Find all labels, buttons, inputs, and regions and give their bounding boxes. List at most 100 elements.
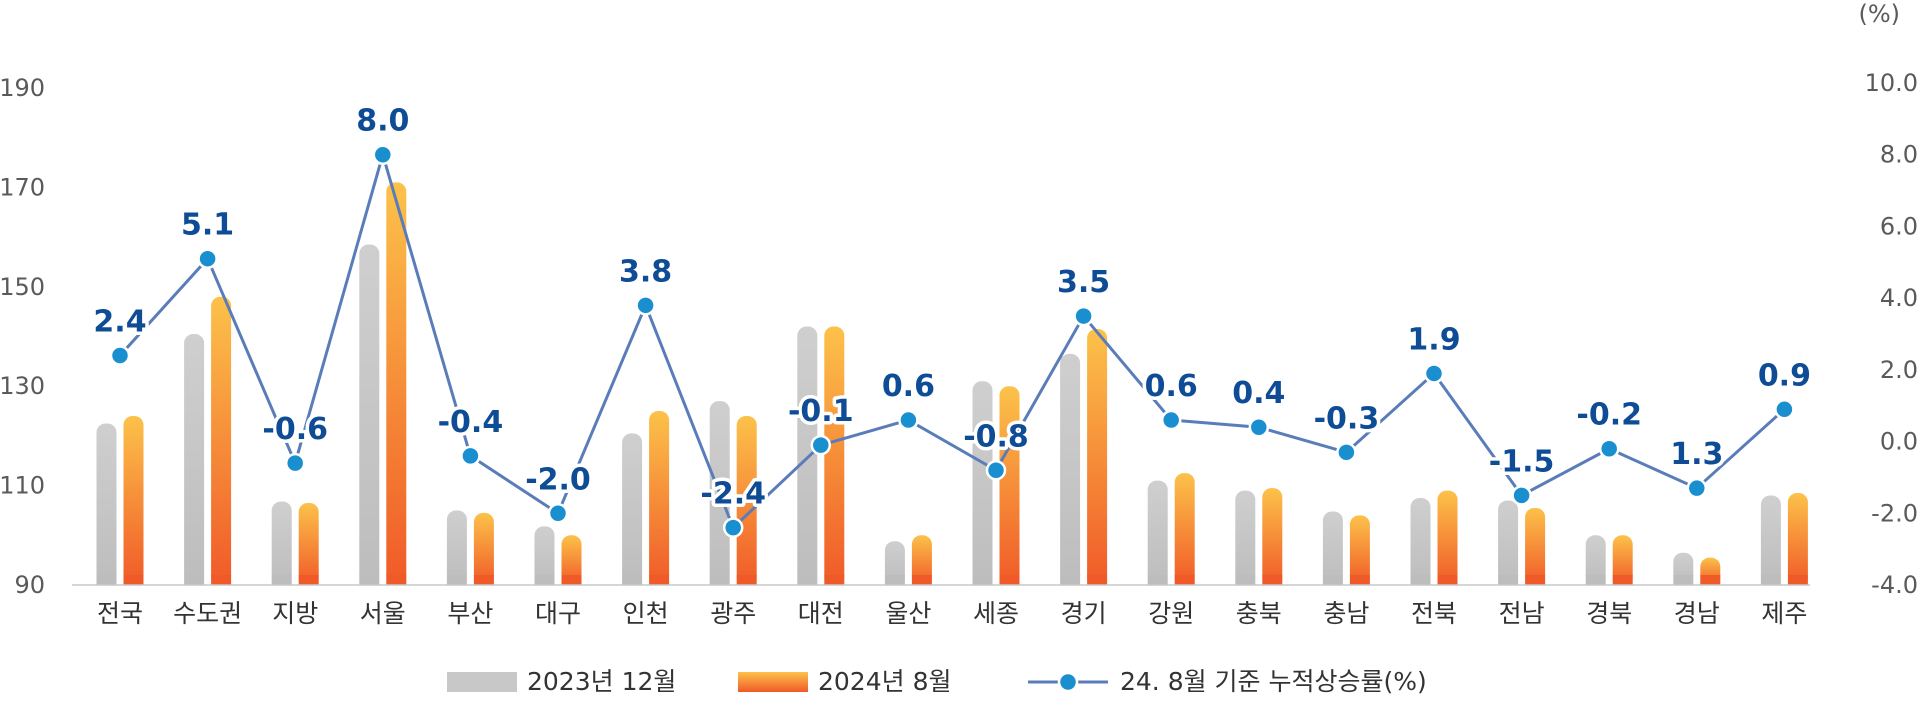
rate-data-label: -2.0 (525, 462, 591, 497)
bar-2024-0 (123, 416, 144, 585)
right-tick-label: 2.0 (1880, 356, 1918, 384)
rate-data-label: 1.3 (1670, 437, 1723, 472)
bar-2024-base-11 (1087, 575, 1108, 585)
bar-2023-base-17 (1585, 575, 1606, 585)
bar-2023-6 (622, 433, 643, 585)
rate-data-label: -0.4 (438, 405, 504, 440)
rate-marker (1248, 416, 1270, 438)
rate-data-label: 0.9 (1758, 358, 1811, 393)
bar-2023-base-3 (359, 575, 380, 585)
category-labels: 전국 수도권 지방 서울 부산 대구 인천 광주 대전 울산 세종 경기 강원 충북 충남 전북 전남 경북 경남 제… (97, 599, 1807, 628)
category-label: 부산 (447, 599, 493, 628)
category-label: 대구 (535, 599, 581, 628)
bar-2023-15 (1410, 498, 1431, 585)
rate-marker (460, 445, 481, 467)
bar-2024-7 (736, 416, 757, 585)
rate-data-label: 2.4 (93, 305, 146, 340)
bar-2024-4 (473, 512, 494, 585)
category-label: 전북 (1411, 599, 1457, 628)
legend-label-rate: 24. 8월 기준 누적상승률(%) (1120, 667, 1427, 696)
bar-2023-1 (184, 334, 205, 585)
bar-2024-16 (1525, 507, 1546, 585)
rate-data-label: 1.9 (1407, 322, 1460, 357)
category-label: 광주 (710, 599, 756, 628)
rate-marker (635, 295, 656, 316)
bar-2023-13 (1235, 490, 1256, 585)
bar-2023-base-14 (1322, 575, 1343, 585)
rate-marker (1686, 477, 1708, 499)
left-tick-label: 90 (14, 571, 45, 599)
bar-2023-8 (797, 326, 818, 585)
rate-marker (985, 460, 1007, 481)
bar-2023-base-8 (797, 575, 818, 585)
left-tick-label: 170 (0, 173, 45, 201)
bar-2023-base-0 (96, 575, 117, 585)
right-axis-unit: (%) (1858, 0, 1900, 28)
legend-swatch-gray (447, 672, 517, 692)
bar-2023-2 (271, 501, 292, 585)
bar-2024-base-9 (911, 575, 932, 585)
rate-marker (197, 248, 218, 269)
category-label: 제주 (1761, 599, 1807, 628)
bar-2023-base-16 (1498, 575, 1519, 585)
bar-2023-3 (359, 244, 380, 585)
bar-2024-13 (1262, 488, 1283, 585)
rate-marker (1774, 399, 1795, 420)
line-series: 2.4 5.1 -0.6 8.0 -0.4 -2.0 3.8 -2.4 -0.1 0.6 -0.8 3… (90, 100, 1814, 538)
rate-marker (898, 409, 919, 431)
rate-line (118, 153, 1786, 530)
bar-2024-14 (1349, 515, 1370, 585)
bar-2024-base-5 (561, 575, 582, 585)
right-tick-label: 8.0 (1880, 141, 1918, 169)
bar-2023-base-19 (1760, 575, 1781, 585)
rate-data-label: -0.1 (788, 394, 854, 429)
bar-2024-8 (824, 326, 845, 585)
category-label: 인천 (623, 599, 669, 628)
bar-2024-11 (1087, 329, 1108, 585)
bar-2024-9 (911, 535, 932, 585)
bar-2024-base-7 (736, 575, 757, 585)
rate-data-label: -1.5 (1489, 444, 1555, 479)
bar-2024-base-4 (473, 575, 494, 585)
rate-marker (547, 503, 569, 524)
category-label: 수도권 (173, 599, 242, 628)
rate-marker (1598, 438, 1620, 459)
bar-2023-0 (96, 423, 117, 585)
rate-marker (1511, 485, 1532, 506)
bar-2023-base-15 (1410, 575, 1431, 585)
bar-2023-base-18 (1673, 575, 1694, 585)
bar-2023-base-7 (709, 575, 730, 585)
left-tick-label: 190 (0, 74, 45, 102)
category-label: 강원 (1148, 599, 1194, 628)
bar-2024-base-2 (298, 575, 319, 585)
bar-2023-4 (446, 510, 467, 585)
bar-2023-10 (972, 381, 993, 585)
left-tick-label: 150 (0, 273, 45, 301)
rate-marker (1336, 442, 1357, 463)
bar-2023-14 (1322, 511, 1343, 585)
bar-2023-base-5 (534, 575, 555, 585)
rate-data-label: 3.8 (619, 254, 672, 289)
category-label: 전남 (1499, 599, 1545, 628)
bar-2024-base-6 (649, 575, 670, 585)
bar-2023-17 (1585, 535, 1606, 585)
bar-2024-12 (1174, 473, 1195, 585)
rate-data-label: 0.6 (1145, 369, 1198, 404)
bar-2024-base-1 (211, 575, 232, 585)
rate-data-label: -0.8 (963, 419, 1029, 454)
category-label: 전국 (97, 599, 143, 628)
category-label: 세종 (973, 599, 1019, 628)
bars (96, 182, 1808, 585)
bar-2023-5 (534, 526, 555, 585)
rate-marker (1160, 409, 1182, 431)
bar-2024-5 (561, 535, 582, 585)
bar-2023-base-2 (271, 575, 292, 585)
right-tick-label: 10.0 (1865, 69, 1918, 97)
bar-2024-10 (999, 386, 1020, 585)
bar-2024-base-0 (123, 575, 144, 585)
right-tick-label: 6.0 (1880, 212, 1918, 240)
bar-2024-base-8 (824, 575, 845, 585)
rate-data-label: 0.4 (1232, 376, 1285, 411)
bar-2024-base-10 (999, 575, 1020, 585)
category-label: 울산 (885, 599, 931, 628)
